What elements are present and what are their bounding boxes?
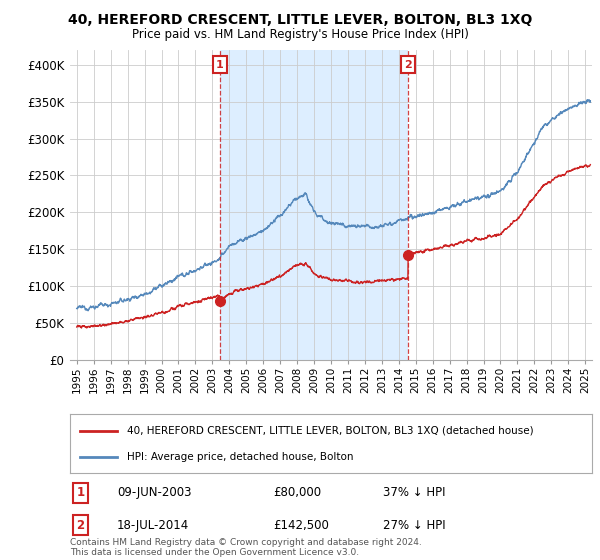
- Text: 1: 1: [216, 60, 224, 70]
- Text: £142,500: £142,500: [274, 519, 329, 531]
- Text: 37% ↓ HPI: 37% ↓ HPI: [383, 487, 446, 500]
- Text: 2: 2: [404, 60, 412, 70]
- Text: 40, HEREFORD CRESCENT, LITTLE LEVER, BOLTON, BL3 1XQ (detached house): 40, HEREFORD CRESCENT, LITTLE LEVER, BOL…: [127, 426, 534, 436]
- Text: 27% ↓ HPI: 27% ↓ HPI: [383, 519, 446, 531]
- Text: HPI: Average price, detached house, Bolton: HPI: Average price, detached house, Bolt…: [127, 452, 354, 462]
- Text: 09-JUN-2003: 09-JUN-2003: [117, 487, 191, 500]
- Text: £80,000: £80,000: [274, 487, 322, 500]
- Bar: [220, 50, 408, 360]
- Text: Price paid vs. HM Land Registry's House Price Index (HPI): Price paid vs. HM Land Registry's House …: [131, 28, 469, 41]
- Text: Contains HM Land Registry data © Crown copyright and database right 2024.
This d: Contains HM Land Registry data © Crown c…: [70, 538, 422, 557]
- Text: 1: 1: [76, 487, 85, 500]
- Text: 40, HEREFORD CRESCENT, LITTLE LEVER, BOLTON, BL3 1XQ: 40, HEREFORD CRESCENT, LITTLE LEVER, BOL…: [68, 13, 532, 27]
- Text: 18-JUL-2014: 18-JUL-2014: [117, 519, 189, 531]
- Text: 2: 2: [76, 519, 85, 531]
